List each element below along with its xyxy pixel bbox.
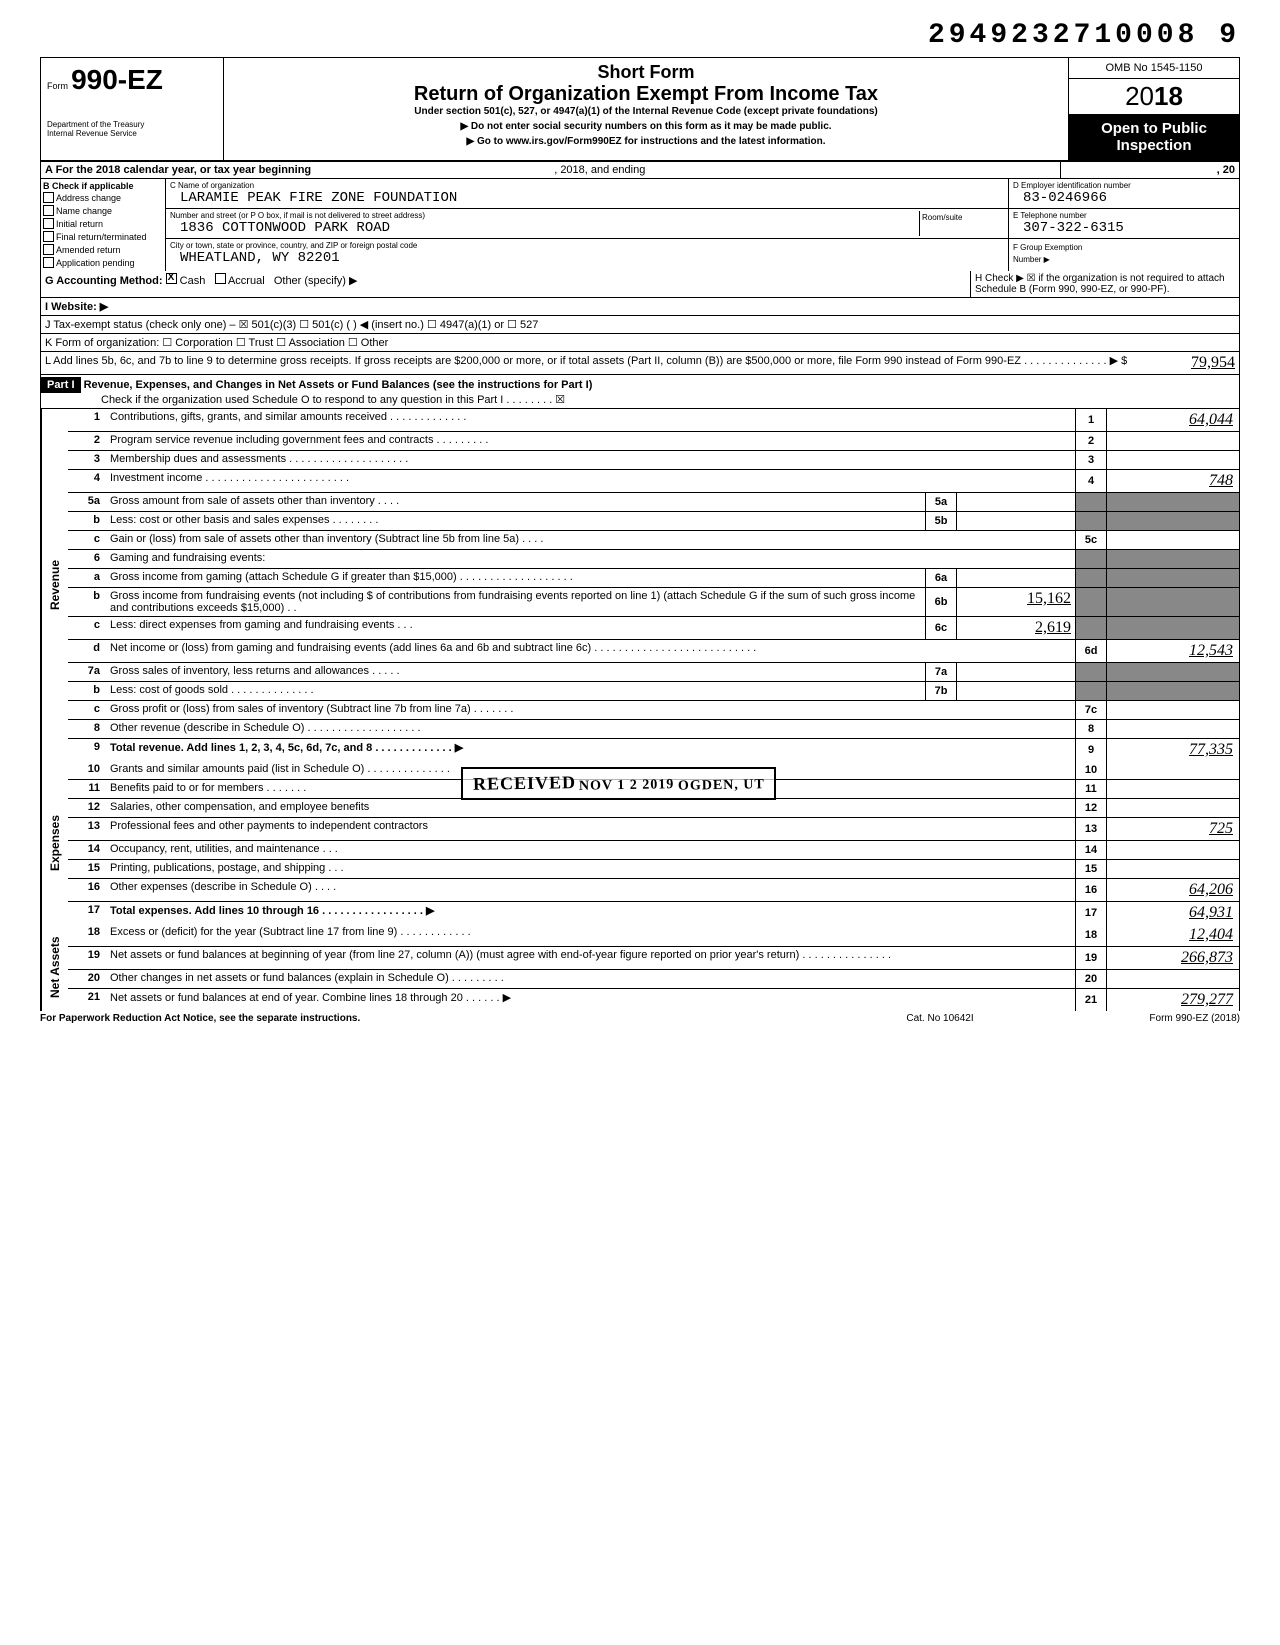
check-name-change[interactable]: Name change	[43, 204, 163, 217]
main-title: Return of Organization Exempt From Incom…	[232, 83, 1060, 106]
line8-value	[1106, 720, 1239, 738]
expenses-label: Expenses	[41, 761, 68, 924]
open-public-badge: Open to Public Inspection	[1069, 114, 1239, 160]
line6b-value: 15,162	[956, 588, 1075, 616]
line3-value	[1106, 451, 1239, 469]
row-j-tax-status: J Tax-exempt status (check only one) – ☒…	[40, 316, 1240, 334]
net-assets-label: Net Assets	[41, 924, 68, 1011]
phone-value: 307-322-6315	[1013, 220, 1124, 236]
phone-label: E Telephone number	[1013, 211, 1124, 220]
row-l-gross: L Add lines 5b, 6c, and 7b to line 9 to …	[40, 352, 1240, 375]
line7c-value	[1106, 701, 1239, 719]
line17-value: 64,931	[1106, 902, 1239, 924]
line5c-value	[1106, 531, 1239, 549]
short-form-label: Short Form	[232, 62, 1060, 83]
line4-value: 748	[1106, 470, 1239, 492]
city-value: WHEATLAND, WY 82201	[170, 250, 1004, 266]
net-assets-group: Net Assets 18Excess or (deficit) for the…	[40, 924, 1240, 1011]
row-g-accounting: G Accounting Method: Cash Accrual Other …	[40, 271, 1240, 298]
form-header: Form 990-EZ Department of the Treasury I…	[40, 57, 1240, 162]
ein-label: D Employer identification number	[1013, 181, 1131, 190]
line19-value: 266,873	[1106, 947, 1239, 969]
line6d-value: 12,543	[1106, 640, 1239, 662]
line9-value: 77,335	[1106, 739, 1239, 761]
expenses-group: Expenses 10Grants and similar amounts pa…	[40, 761, 1240, 924]
part1-header: Part I Revenue, Expenses, and Changes in…	[40, 375, 1240, 409]
h-check: H Check ▶ ☒ if the organization is not r…	[970, 271, 1239, 297]
notice-ssn: ▶ Do not enter social security numbers o…	[232, 121, 1060, 132]
check-cash[interactable]	[166, 273, 177, 284]
tax-year: 2018	[1069, 79, 1239, 114]
check-accrual[interactable]	[215, 273, 226, 284]
subtitle: Under section 501(c), 527, or 4947(a)(1)…	[232, 106, 1060, 117]
street-label: Number and street (or P O box, if mail i…	[170, 211, 919, 220]
line18-value: 12,404	[1106, 924, 1239, 946]
check-pending[interactable]: Application pending	[43, 256, 163, 269]
check-amended[interactable]: Amended return	[43, 243, 163, 256]
dept-treasury: Department of the Treasury	[47, 96, 217, 129]
notice-url: ▶ Go to www.irs.gov/Form990EZ for instru…	[232, 136, 1060, 147]
ein-value: 83-0246966	[1013, 190, 1131, 206]
row-k-form-org: K Form of organization: ☐ Corporation ☐ …	[40, 334, 1240, 352]
row-i-website: I Website: ▶	[40, 298, 1240, 316]
revenue-label: Revenue	[41, 409, 68, 761]
document-id: 2949232710008 9	[40, 20, 1240, 51]
line2-value	[1106, 432, 1239, 450]
line13-value: 725	[1106, 818, 1239, 840]
gross-receipts-value: 79,954	[1135, 354, 1235, 372]
check-initial-return[interactable]: Initial return	[43, 217, 163, 230]
org-name: LARAMIE PEAK FIRE ZONE FOUNDATION	[170, 190, 1004, 206]
group-exempt-label: F Group Exemption	[1013, 243, 1082, 252]
city-label: City or town, state or province, country…	[170, 241, 1004, 250]
room-label: Room/suite	[922, 213, 1002, 222]
line21-value: 279,277	[1106, 989, 1239, 1011]
org-name-label: C Name of organization	[170, 181, 1004, 190]
page-footer: For Paperwork Reduction Act Notice, see …	[40, 1011, 1240, 1026]
check-b-label: B Check if applicable	[43, 181, 134, 191]
dept-irs: Internal Revenue Service	[47, 129, 217, 138]
check-final-return[interactable]: Final return/terminated	[43, 230, 163, 243]
omb-number: OMB No 1545-1150	[1069, 58, 1239, 79]
revenue-group: Revenue 1Contributions, gifts, grants, a…	[40, 409, 1240, 761]
line1-value: 64,044	[1106, 409, 1239, 431]
received-stamp: RECEIVED NOV 1 2 2019 OGDEN, UT	[461, 767, 776, 800]
form-prefix: Form	[47, 81, 68, 91]
org-info-section: B Check if applicable Address change Nam…	[40, 179, 1240, 271]
check-address-change[interactable]: Address change	[43, 191, 163, 204]
line6c-value: 2,619	[956, 617, 1075, 639]
line16-value: 64,206	[1106, 879, 1239, 901]
row-a-tax-year: A For the 2018 calendar year, or tax yea…	[40, 162, 1240, 179]
form-number: 990-EZ	[71, 64, 163, 95]
street-address: 1836 COTTONWOOD PARK ROAD	[170, 220, 919, 236]
